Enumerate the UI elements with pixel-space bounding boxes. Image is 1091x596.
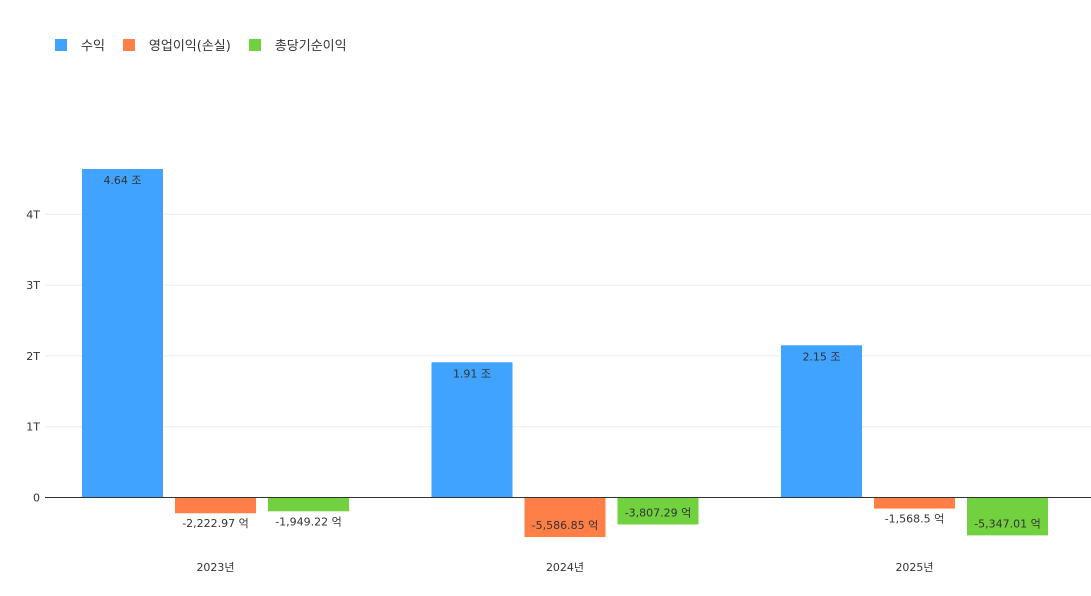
y-tick-label: 4T: [26, 208, 40, 221]
bar[interactable]: [874, 497, 955, 509]
data-label: 4.64 조: [103, 174, 141, 187]
bar[interactable]: [524, 497, 606, 538]
legend-label-net-income: 총당기순이익: [274, 39, 347, 54]
legend-swatch-operating-income: [122, 38, 135, 51]
bar[interactable]: [268, 497, 349, 512]
x-tick-label: 2023년: [196, 561, 234, 574]
data-label: -5,347.01 억: [974, 517, 1041, 530]
legend-item-operating-income[interactable]: 영업이익(손실): [122, 35, 231, 54]
legend-item-net-income[interactable]: 총당기순이익: [248, 35, 347, 54]
legend-swatch-net-income: [248, 38, 261, 51]
x-tick-label: 2024년: [546, 561, 584, 574]
bar[interactable]: [82, 168, 163, 498]
bar[interactable]: [431, 362, 513, 498]
data-label: -1,568.5 억: [885, 513, 945, 526]
data-label: 1.91 조: [453, 367, 491, 380]
legend-label-operating-income: 영업이익(손실): [148, 39, 231, 54]
y-tick-label: 0: [33, 492, 40, 505]
y-tick-label: 1T: [26, 421, 40, 434]
chart-legend: 수익 영업이익(손실) 총당기순이익: [55, 35, 365, 54]
legend-item-revenue[interactable]: 수익: [55, 35, 105, 54]
y-tick-label: 3T: [26, 279, 40, 292]
bar[interactable]: [175, 497, 256, 514]
data-label: -3,807.29 억: [625, 506, 692, 519]
legend-swatch-revenue: [55, 38, 67, 51]
x-tick-label: 2025년: [895, 561, 933, 574]
data-label: 2.15 조: [802, 350, 840, 363]
bar[interactable]: [967, 497, 1048, 536]
bar[interactable]: [781, 345, 862, 498]
bar[interactable]: [617, 497, 699, 525]
data-label: -2,222.97 억: [182, 517, 249, 530]
y-tick-label: 2T: [26, 350, 40, 363]
data-label: -1,949.22 억: [275, 515, 342, 528]
data-label: -5,586.85 억: [532, 519, 599, 532]
legend-label-revenue: 수익: [81, 39, 105, 54]
